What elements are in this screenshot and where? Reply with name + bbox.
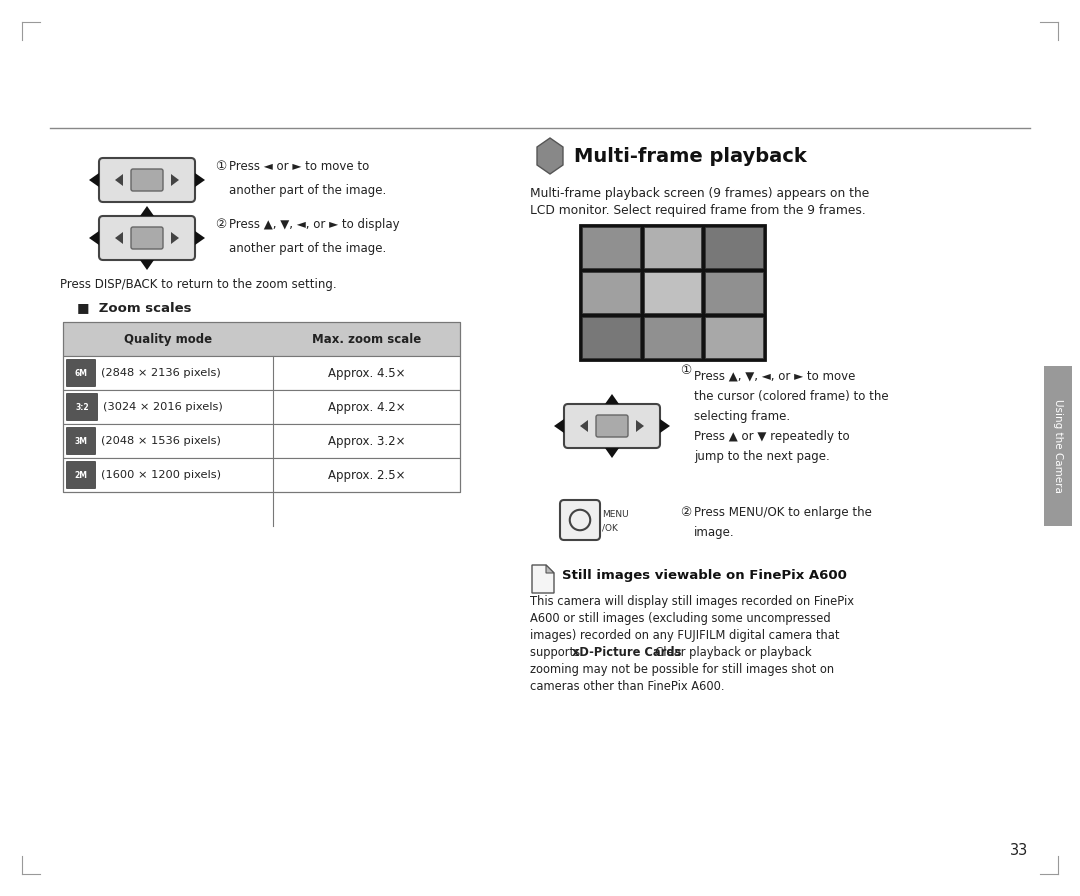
Bar <box>63 322 460 356</box>
Text: Approx. 4.2×: Approx. 4.2× <box>328 401 405 413</box>
FancyBboxPatch shape <box>66 461 96 489</box>
Polygon shape <box>171 232 179 244</box>
FancyBboxPatch shape <box>66 359 96 387</box>
Text: images) recorded on any FUJIFILM digital camera that: images) recorded on any FUJIFILM digital… <box>530 628 839 642</box>
Text: Still images viewable on FinePix A600: Still images viewable on FinePix A600 <box>562 568 847 582</box>
Text: zooming may not be possible for still images shot on: zooming may not be possible for still im… <box>530 662 834 676</box>
Bar <box>63 458 460 492</box>
Polygon shape <box>605 394 619 404</box>
Bar <box>705 272 762 313</box>
Text: supports: supports <box>530 645 584 659</box>
Polygon shape <box>660 419 670 433</box>
Text: ①: ① <box>680 364 691 376</box>
Text: MENU: MENU <box>603 510 629 519</box>
Text: LCD monitor. Select required frame from the 9 frames.: LCD monitor. Select required frame from … <box>530 203 866 217</box>
Text: Multi-frame playback screen (9 frames) appears on the: Multi-frame playback screen (9 frames) a… <box>530 186 869 200</box>
Polygon shape <box>195 231 205 245</box>
Text: Approx. 3.2×: Approx. 3.2× <box>328 435 405 447</box>
Polygon shape <box>140 206 154 216</box>
Polygon shape <box>114 232 123 244</box>
Text: Press ◄ or ► to move to: Press ◄ or ► to move to <box>229 159 369 173</box>
Bar <box>705 227 762 268</box>
Polygon shape <box>114 174 123 186</box>
Bar <box>582 227 639 268</box>
Polygon shape <box>580 420 588 432</box>
Text: Approx. 2.5×: Approx. 2.5× <box>328 469 405 481</box>
Text: xD-Picture Cards: xD-Picture Cards <box>572 645 681 659</box>
Text: Using the Camera: Using the Camera <box>1053 399 1063 493</box>
Text: /OK: /OK <box>603 523 618 532</box>
Polygon shape <box>605 448 619 458</box>
Text: 3M: 3M <box>75 436 87 445</box>
Bar <box>580 225 765 360</box>
Polygon shape <box>636 420 644 432</box>
FancyBboxPatch shape <box>564 404 660 448</box>
Bar <box>582 317 639 358</box>
Bar <box>705 317 762 358</box>
Text: selecting frame.: selecting frame. <box>694 409 791 423</box>
Text: Approx. 4.5×: Approx. 4.5× <box>328 366 405 380</box>
Text: another part of the image.: another part of the image. <box>229 184 387 196</box>
Text: the cursor (colored frame) to the: the cursor (colored frame) to the <box>694 390 889 402</box>
Text: Quality mode: Quality mode <box>124 332 213 346</box>
Text: (2048 × 1536 pixels): (2048 × 1536 pixels) <box>102 436 221 446</box>
Polygon shape <box>537 138 563 174</box>
Text: 2M: 2M <box>75 470 87 479</box>
FancyBboxPatch shape <box>66 427 96 455</box>
FancyBboxPatch shape <box>99 158 195 202</box>
Text: ②: ② <box>680 505 691 519</box>
Polygon shape <box>195 173 205 187</box>
Bar <box>63 356 460 390</box>
FancyBboxPatch shape <box>99 216 195 260</box>
Polygon shape <box>532 565 554 593</box>
Text: (3024 × 2016 pixels): (3024 × 2016 pixels) <box>103 402 222 412</box>
Bar <box>582 272 639 313</box>
Text: ②: ② <box>215 218 226 230</box>
Bar <box>644 272 701 313</box>
Polygon shape <box>171 174 179 186</box>
Polygon shape <box>554 419 564 433</box>
Text: Press ▲ or ▼ repeatedly to: Press ▲ or ▼ repeatedly to <box>694 429 850 443</box>
Bar <box>63 390 460 424</box>
Text: . Clear playback or playback: . Clear playback or playback <box>648 645 812 659</box>
Text: 3:2: 3:2 <box>76 402 89 411</box>
Circle shape <box>570 510 591 530</box>
Text: Max. zoom scale: Max. zoom scale <box>312 332 421 346</box>
FancyBboxPatch shape <box>561 500 600 540</box>
FancyBboxPatch shape <box>66 393 98 421</box>
Text: (1600 × 1200 pixels): (1600 × 1200 pixels) <box>102 470 221 480</box>
Text: This camera will display still images recorded on FinePix: This camera will display still images re… <box>530 595 854 607</box>
Text: Press MENU/OK to enlarge the: Press MENU/OK to enlarge the <box>694 505 872 519</box>
Text: ①: ① <box>215 159 226 173</box>
FancyBboxPatch shape <box>596 415 627 437</box>
Polygon shape <box>546 565 554 573</box>
Text: 33: 33 <box>1010 842 1028 857</box>
Text: (2848 × 2136 pixels): (2848 × 2136 pixels) <box>102 368 220 378</box>
Text: jump to the next page.: jump to the next page. <box>694 450 829 462</box>
Text: ■  Zoom scales: ■ Zoom scales <box>77 301 191 314</box>
Polygon shape <box>89 173 99 187</box>
Text: Press DISP/BACK to return to the zoom setting.: Press DISP/BACK to return to the zoom se… <box>60 278 337 290</box>
Text: Multi-frame playback: Multi-frame playback <box>573 147 807 166</box>
FancyBboxPatch shape <box>131 169 163 191</box>
Text: another part of the image.: another part of the image. <box>229 242 387 254</box>
Text: Press ▲, ▼, ◄, or ► to move: Press ▲, ▼, ◄, or ► to move <box>694 369 855 383</box>
Polygon shape <box>89 231 99 245</box>
Text: 6M: 6M <box>75 368 87 377</box>
Bar <box>644 227 701 268</box>
Text: cameras other than FinePix A600.: cameras other than FinePix A600. <box>530 679 725 693</box>
Text: Press ▲, ▼, ◄, or ► to display: Press ▲, ▼, ◄, or ► to display <box>229 218 400 230</box>
Polygon shape <box>140 260 154 270</box>
Bar <box>63 424 460 458</box>
Bar <box>1044 366 1072 526</box>
Bar <box>644 317 701 358</box>
Text: A600 or still images (excluding some uncompressed: A600 or still images (excluding some unc… <box>530 611 831 625</box>
Text: image.: image. <box>694 525 734 538</box>
Bar <box>63 322 460 492</box>
FancyBboxPatch shape <box>131 227 163 249</box>
